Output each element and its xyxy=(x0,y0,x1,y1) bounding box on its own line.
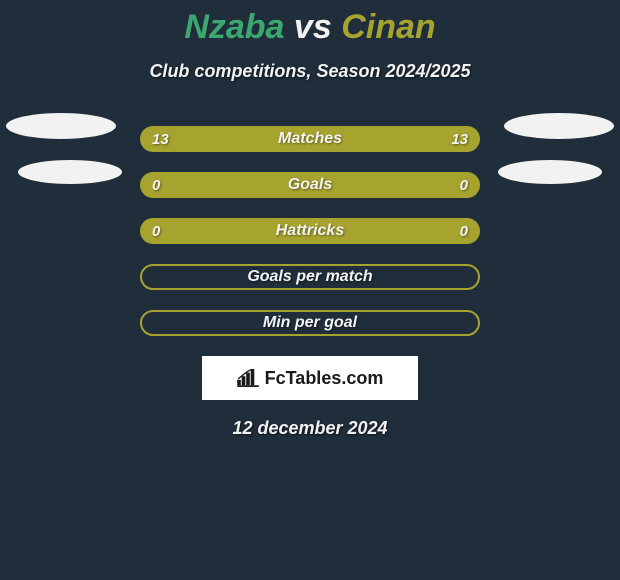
stat-gpm-label: Goals per match xyxy=(247,268,372,286)
stat-matches-left: 13 xyxy=(152,126,169,152)
bar-chart-icon xyxy=(237,369,259,387)
stat-hattricks-right: 0 xyxy=(460,218,468,244)
stat-row-mpg: Min per goal xyxy=(0,310,620,336)
stats-rows: 13 Matches 13 0 Goals 0 0 Hattricks 0 Go… xyxy=(0,126,620,336)
stat-row-goals: 0 Goals 0 xyxy=(0,172,620,198)
player-1-badge-placeholder xyxy=(18,160,122,184)
player-1-name: Nzaba xyxy=(184,8,284,46)
stat-matches-label: Matches xyxy=(278,130,342,148)
stat-row-matches: 13 Matches 13 xyxy=(0,126,620,152)
stat-goals-label: Goals xyxy=(288,176,332,194)
stat-pill-goals: 0 Goals 0 xyxy=(140,172,480,198)
stat-row-gpm: Goals per match xyxy=(0,264,620,290)
player-2-badge-placeholder xyxy=(498,160,602,184)
branding-box: FcTables.com xyxy=(202,356,418,400)
stat-hattricks-left: 0 xyxy=(152,218,160,244)
date-label: 12 december 2024 xyxy=(0,418,620,439)
stat-goals-right: 0 xyxy=(460,172,468,198)
vs-word: vs xyxy=(294,8,332,46)
comparison-title: Nzaba vs Cinan xyxy=(0,0,620,47)
stat-mpg-label: Min per goal xyxy=(263,314,357,332)
player-2-name: Cinan xyxy=(341,8,435,46)
stat-pill-matches: 13 Matches 13 xyxy=(140,126,480,152)
stat-matches-right: 13 xyxy=(451,126,468,152)
stat-pill-gpm: Goals per match xyxy=(140,264,480,290)
player-1-badge-placeholder xyxy=(6,113,116,139)
player-2-badge-placeholder xyxy=(504,113,614,139)
stat-pill-mpg: Min per goal xyxy=(140,310,480,336)
subtitle: Club competitions, Season 2024/2025 xyxy=(0,61,620,82)
stat-pill-hattricks: 0 Hattricks 0 xyxy=(140,218,480,244)
stat-goals-left: 0 xyxy=(152,172,160,198)
branding-label: FcTables.com xyxy=(265,368,384,389)
stat-row-hattricks: 0 Hattricks 0 xyxy=(0,218,620,244)
stat-hattricks-label: Hattricks xyxy=(276,222,344,240)
